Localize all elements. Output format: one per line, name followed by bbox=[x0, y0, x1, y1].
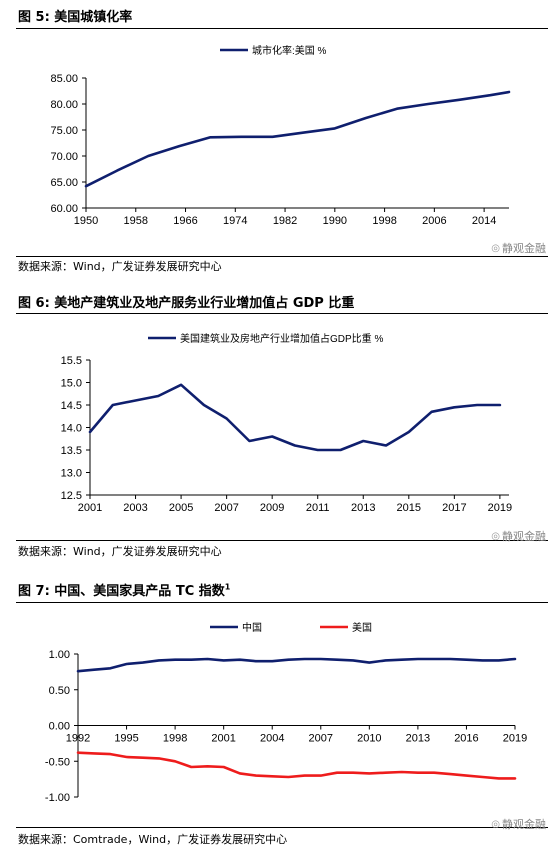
x-tick-label: 1982 bbox=[273, 215, 297, 227]
x-tick-label: 2016 bbox=[454, 733, 478, 745]
x-tick-label: 2006 bbox=[422, 215, 446, 227]
figure-7-title-text: 图 7: 中国、美国家具产品 TC 指数 bbox=[18, 584, 225, 599]
figure-6-title: 图 6: 美地产建筑业及地产服务业行业增加值占 GDP 比重 bbox=[18, 296, 355, 311]
wechat-icon: ◎ bbox=[491, 242, 500, 254]
x-tick-label: 1998 bbox=[372, 215, 396, 227]
y-tick-label: 13.0 bbox=[61, 468, 82, 480]
y-tick-label: 0.50 bbox=[49, 685, 70, 697]
y-tick-label: 1.00 bbox=[49, 649, 70, 661]
figure-5-title: 图 5: 美国城镇化率 bbox=[18, 10, 133, 25]
x-tick-label: 2007 bbox=[214, 502, 238, 514]
x-tick-label: 1998 bbox=[163, 733, 187, 745]
series-line bbox=[76, 657, 517, 673]
figure-7-chart: -1.00 -0.50 0.00 0.50 1.00 1992 1995 1998 2001 20… bbox=[45, 621, 527, 804]
figure-5-chart: 60.00 65.00 70.00 75.00 80.00 85.00 1950 1958 19… bbox=[50, 44, 511, 227]
figure-7-footnote-marker: 1 bbox=[224, 582, 231, 592]
x-tick-label: 1995 bbox=[114, 733, 138, 745]
y-tick-label: 60.00 bbox=[50, 203, 78, 215]
x-tick-label: 2015 bbox=[397, 502, 421, 514]
y-tick-label: 12.5 bbox=[61, 490, 82, 502]
y-tick-label: 0.00 bbox=[49, 721, 70, 733]
y-tick-label: 70.00 bbox=[50, 151, 78, 163]
y-tick-label: -0.50 bbox=[45, 756, 70, 768]
y-tick-label: 65.00 bbox=[50, 177, 78, 189]
figure-7-top-rule bbox=[16, 602, 548, 603]
series-line bbox=[84, 90, 511, 188]
y-tick-label: 85.00 bbox=[50, 73, 78, 85]
legend-label: 城市化率:美国 % bbox=[252, 44, 327, 57]
x-tick-label: 1966 bbox=[173, 215, 197, 227]
watermark-text: 静观金融 bbox=[502, 818, 546, 831]
x-tick-label: 2010 bbox=[357, 733, 381, 745]
y-tick-label: 15.5 bbox=[61, 355, 82, 367]
x-tick-label: 1950 bbox=[74, 215, 98, 227]
figure-5-source: 数据来源：Wind，广发证券发展研究中心 bbox=[18, 260, 222, 273]
figure-5-top-rule bbox=[16, 28, 548, 29]
figure-6-bottom-rule bbox=[16, 540, 548, 541]
x-tick-label: 2001 bbox=[78, 502, 102, 514]
legend-label: 美国建筑业及房地产行业增加值占GDP比重 % bbox=[180, 332, 383, 345]
x-tick-label: 2013 bbox=[406, 733, 430, 745]
x-tick-label: 2019 bbox=[503, 733, 527, 745]
figure-6-chart: 12.5 13.0 13.5 14.0 14.5 15.0 15.5 2001 2003 2005… bbox=[61, 332, 513, 514]
figure-7-source: 数据来源：Comtrade，Wind，广发证券发展研究中心 bbox=[18, 833, 288, 846]
x-tick-label: 2019 bbox=[488, 502, 512, 514]
x-tick-label: 1992 bbox=[66, 733, 90, 745]
wechat-icon: ◎ bbox=[491, 530, 500, 542]
x-tick-label: 2001 bbox=[211, 733, 235, 745]
legend-label: 美国 bbox=[352, 621, 372, 634]
x-tick-label: 1958 bbox=[124, 215, 148, 227]
x-tick-label: 1990 bbox=[323, 215, 347, 227]
y-tick-label: -1.00 bbox=[45, 792, 70, 804]
series-line bbox=[88, 383, 502, 452]
x-tick-label: 2013 bbox=[351, 502, 375, 514]
watermark-1: ◎ 静观金融 bbox=[491, 240, 546, 256]
x-tick-label: 2014 bbox=[472, 215, 496, 227]
legend-label: 中国 bbox=[242, 621, 262, 634]
figure-6-top-rule bbox=[16, 313, 548, 314]
y-tick-label: 13.5 bbox=[61, 445, 82, 457]
figure-7-bottom-rule bbox=[16, 827, 548, 828]
y-tick-label: 14.5 bbox=[61, 400, 82, 412]
x-tick-label: 2005 bbox=[169, 502, 193, 514]
x-tick-label: 2017 bbox=[442, 502, 466, 514]
y-tick-label: 75.00 bbox=[50, 125, 78, 137]
y-tick-label: 80.00 bbox=[50, 99, 78, 111]
x-tick-label: 2004 bbox=[260, 733, 284, 745]
x-tick-label: 2003 bbox=[123, 502, 147, 514]
watermark-2: ◎ 静观金融 bbox=[491, 528, 546, 544]
watermark-3: ◎ 静观金融 bbox=[491, 816, 546, 832]
x-tick-label: 1974 bbox=[223, 215, 247, 227]
x-tick-label: 2009 bbox=[260, 502, 284, 514]
wechat-icon: ◎ bbox=[491, 818, 500, 830]
figure-7-title: 图 7: 中国、美国家具产品 TC 指数1 bbox=[18, 580, 230, 599]
figure-6-source: 数据来源：Wind，广发证券发展研究中心 bbox=[18, 545, 222, 558]
x-tick-label: 2007 bbox=[309, 733, 333, 745]
watermark-text: 静观金融 bbox=[502, 242, 546, 255]
figure-5-bottom-rule bbox=[16, 256, 548, 257]
y-tick-label: 14.0 bbox=[61, 423, 82, 435]
watermark-text: 静观金融 bbox=[502, 530, 546, 543]
x-tick-label: 2011 bbox=[306, 502, 330, 514]
y-tick-label: 15.0 bbox=[61, 378, 82, 390]
series-line bbox=[76, 751, 517, 780]
